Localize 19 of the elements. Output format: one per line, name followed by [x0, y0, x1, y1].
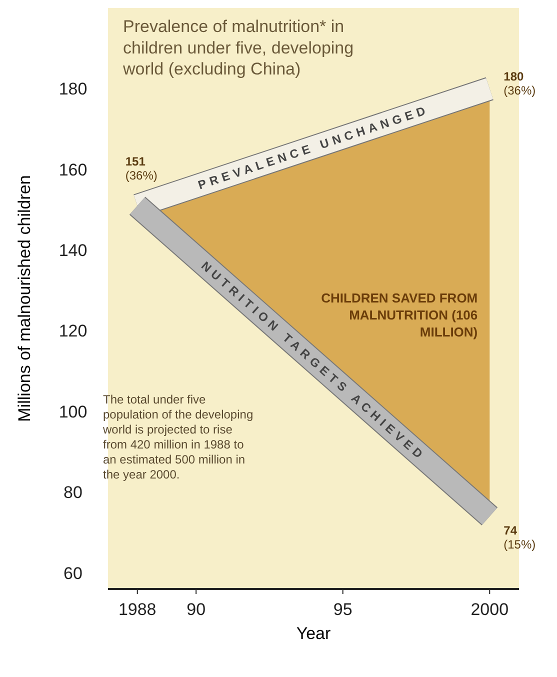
x-tick-label: 2000	[470, 600, 509, 619]
annotation: CHILDREN SAVED FROM MALNUTRITION (106 MILLION)	[321, 290, 478, 340]
x-axis-title: Year	[296, 624, 332, 643]
data-label: 180 (36%)	[504, 70, 536, 98]
y-tick-label: 160	[58, 160, 88, 180]
y-tick-label: 60	[64, 564, 82, 583]
data-label: 74 (15%)	[504, 523, 536, 552]
y-axis-title: Millions of malnourished children	[15, 175, 34, 422]
data-label: 151 (36%)	[125, 154, 158, 183]
annotation: The total under five population of the developing world is projected to rise from 420 million in 1988 to an estimated 500 million in the year 2000.	[102, 392, 254, 482]
y-tick-label: 140	[58, 241, 88, 260]
y-tick-label: 180	[58, 80, 88, 99]
x-tick-label: 95	[333, 600, 352, 619]
x-tick-label: 90	[186, 600, 206, 619]
y-tick-label: 100	[58, 402, 88, 422]
x-tick-label: 1988	[118, 600, 156, 619]
text: Prevalence of malnutrition* in children under five, developing world (excluding China)	[122, 17, 354, 78]
y-tick-label: 120	[58, 322, 88, 341]
y-tick-label: 80	[64, 483, 82, 502]
